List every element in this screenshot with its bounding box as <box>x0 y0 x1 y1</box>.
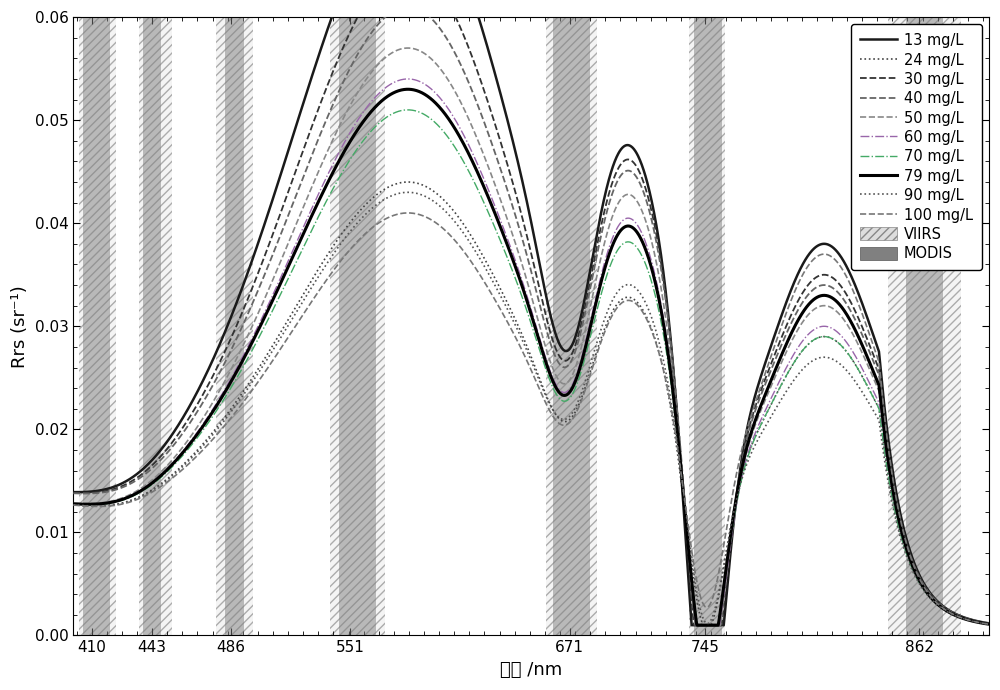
Bar <box>553 17 590 635</box>
Bar <box>79 17 116 635</box>
Bar <box>139 17 172 635</box>
Bar <box>216 17 253 635</box>
Bar <box>339 17 376 635</box>
Y-axis label: Rrs (sr⁻¹): Rrs (sr⁻¹) <box>11 285 29 368</box>
Bar <box>546 17 597 635</box>
Bar <box>689 17 725 635</box>
Bar <box>139 17 172 635</box>
Bar <box>689 17 725 635</box>
Bar <box>83 17 110 635</box>
Bar <box>143 17 161 635</box>
Bar <box>906 17 943 635</box>
Bar <box>888 17 961 635</box>
Bar <box>330 17 385 635</box>
Bar <box>694 17 722 635</box>
Legend: 13 mg/L, 24 mg/L, 30 mg/L, 40 mg/L, 50 mg/L, 60 mg/L, 70 mg/L, 79 mg/L, 90 mg/L,: 13 mg/L, 24 mg/L, 30 mg/L, 40 mg/L, 50 m… <box>851 24 982 270</box>
Bar <box>330 17 385 635</box>
X-axis label: 波长 /nm: 波长 /nm <box>500 661 562 679</box>
Bar <box>546 17 597 635</box>
Bar <box>888 17 961 635</box>
Bar <box>225 17 244 635</box>
Bar <box>216 17 253 635</box>
Bar <box>79 17 116 635</box>
